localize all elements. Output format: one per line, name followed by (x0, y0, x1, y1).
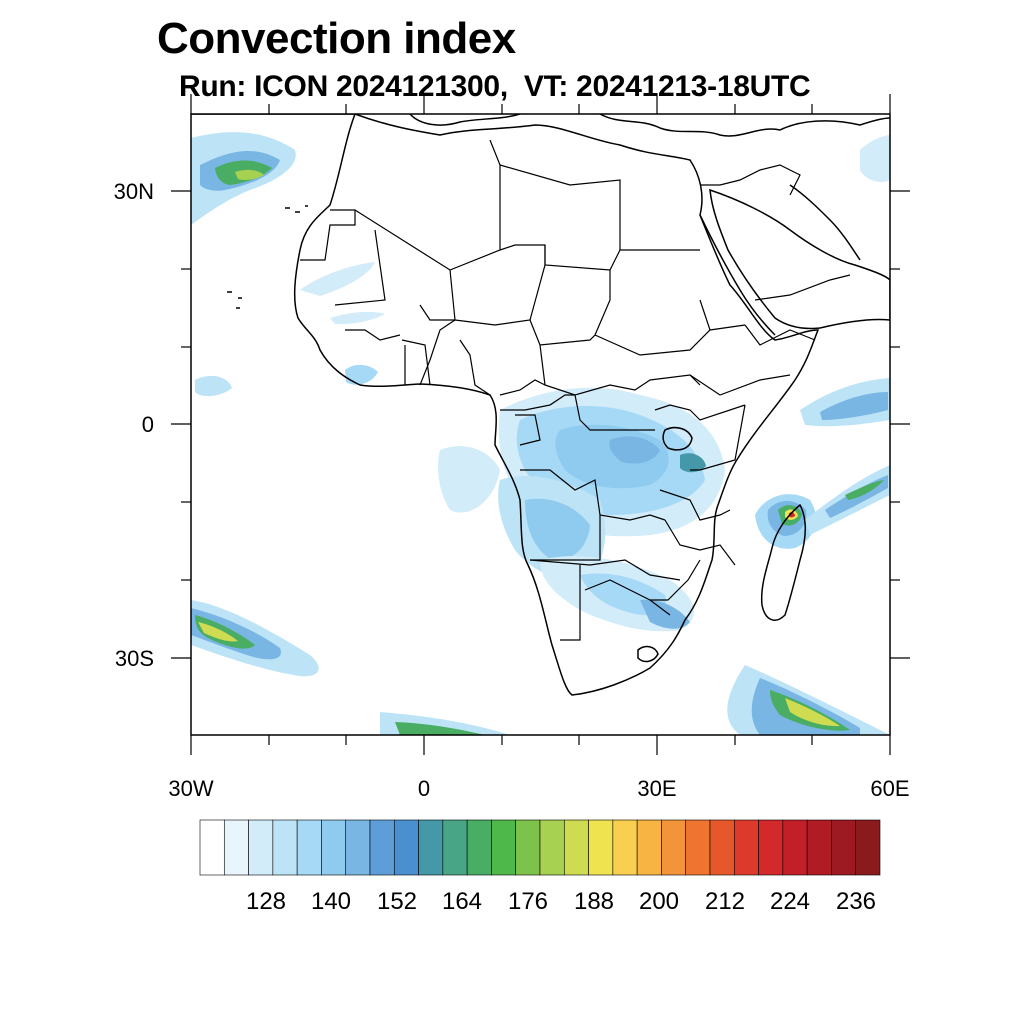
colorbar-swatch (321, 819, 347, 876)
colorbar-swatch (806, 819, 832, 876)
country-borders (300, 139, 851, 641)
colorbar-swatch (248, 819, 274, 876)
colorbar-swatch (369, 819, 395, 876)
lon-label-30w: 30W (168, 776, 214, 801)
colorbar-swatch (199, 819, 225, 876)
colorbar-swatch (491, 819, 517, 876)
colorbar-swatch (709, 819, 735, 876)
colorbar-label: 140 (310, 888, 352, 915)
colorbar-label: 164 (441, 888, 483, 915)
colorbar-swatch (588, 819, 614, 876)
colorbar-swatch (223, 819, 249, 876)
colorbar-swatch (515, 819, 541, 876)
lon-label-0: 0 (417, 776, 431, 801)
colorbar-label: 212 (704, 888, 746, 915)
lat-label-30s: 30S (114, 646, 154, 671)
colorbar-swatch (855, 819, 881, 876)
colorbar-swatch (272, 819, 298, 876)
colorbar-swatch (442, 819, 468, 876)
lon-label-30e: 30E (637, 776, 677, 801)
colorbar-swatch (782, 819, 808, 876)
colorbar-label: 236 (835, 888, 877, 915)
colorbar-label: 224 (769, 888, 811, 915)
colorbar-swatch (831, 819, 857, 876)
colorbar-label: 128 (245, 888, 287, 915)
colorbar-swatch (733, 819, 759, 876)
colorbar-label: 188 (573, 888, 615, 915)
colorbar-swatch (296, 819, 322, 876)
colorbar-label: 200 (638, 888, 680, 915)
colorbar (199, 819, 881, 876)
lat-label-0: 0 (141, 412, 154, 437)
colorbar-label: 176 (507, 888, 549, 915)
colorbar-swatch (466, 819, 492, 876)
colorbar-swatch (393, 819, 419, 876)
colorbar-swatch (418, 819, 444, 876)
run-subtitle: Run: ICON 2024121300, VT: 20241213-18UTC (179, 70, 811, 103)
colorbar-swatch (563, 819, 589, 876)
convection-fields (191, 132, 890, 735)
lon-label-60e: 60E (870, 776, 910, 801)
colorbar-swatch (661, 819, 687, 876)
colorbar-swatch (685, 819, 711, 876)
colorbar-swatch (758, 819, 784, 876)
axis-ticks (171, 94, 910, 755)
colorbar-label: 152 (376, 888, 418, 915)
map-title: Convection index (157, 14, 516, 63)
lat-label-30n: 30N (113, 179, 154, 204)
colorbar-swatch (345, 819, 371, 876)
colorbar-swatch (636, 819, 662, 876)
colorbar-swatch (612, 819, 638, 876)
colorbar-swatch (539, 819, 565, 876)
coastlines (191, 114, 890, 696)
